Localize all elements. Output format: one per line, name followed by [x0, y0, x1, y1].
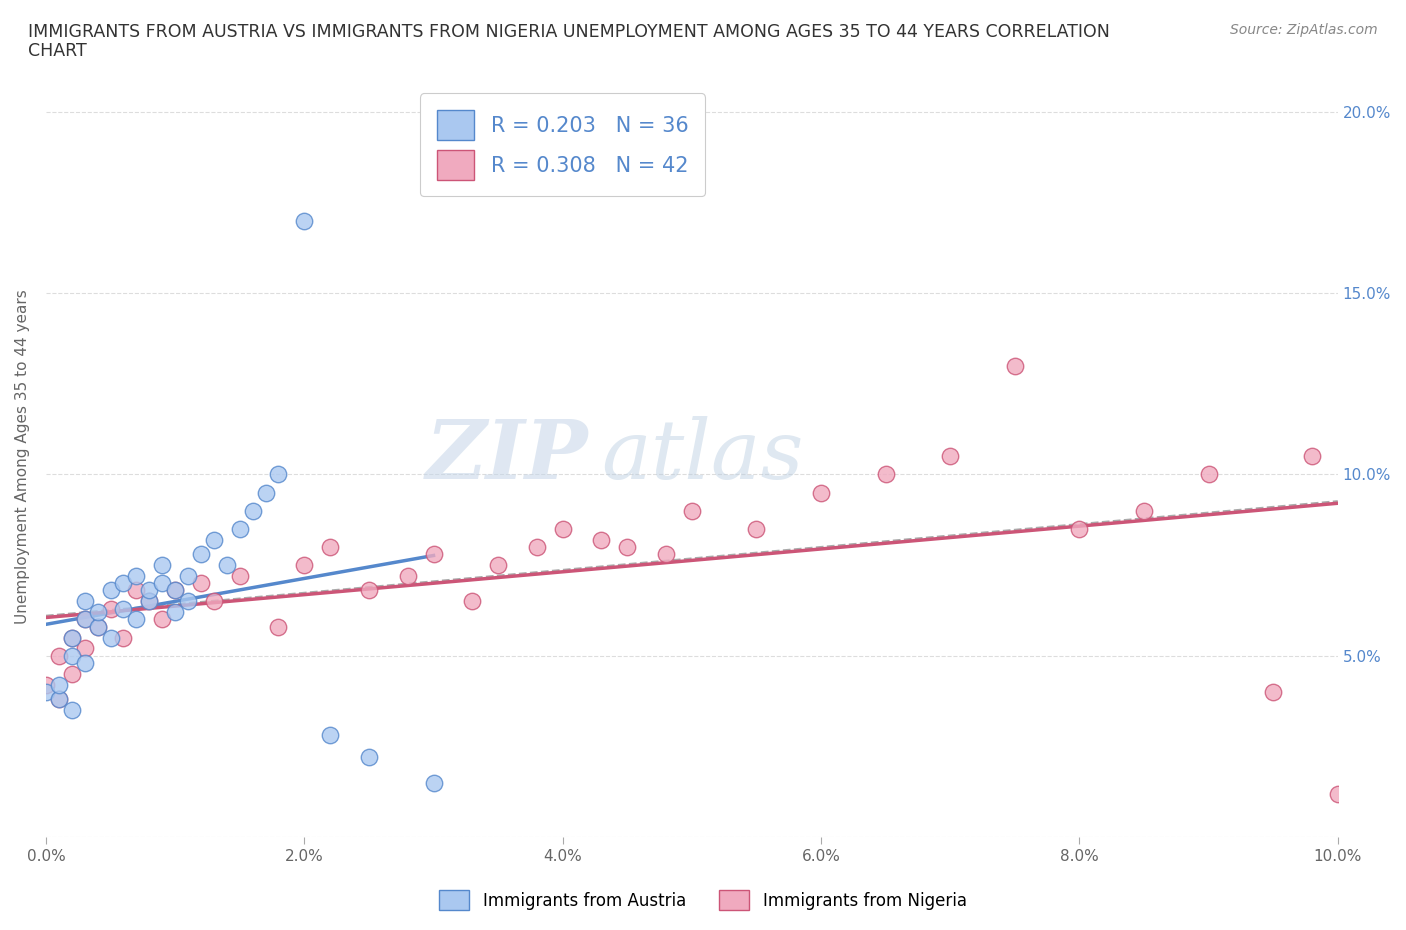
Point	[229, 568, 252, 583]
Point	[112, 631, 135, 645]
Point	[48, 692, 70, 707]
Point	[215, 558, 238, 573]
Point	[125, 583, 148, 598]
Point	[190, 547, 212, 562]
Point	[551, 522, 574, 537]
Point	[125, 568, 148, 583]
Point	[242, 503, 264, 518]
Point	[86, 604, 108, 619]
Point	[1326, 786, 1348, 801]
Point	[461, 594, 484, 609]
Point	[357, 750, 380, 764]
Point	[125, 612, 148, 627]
Point	[60, 648, 83, 663]
Point	[112, 576, 135, 591]
Point	[422, 547, 444, 562]
Point	[73, 656, 96, 671]
Point	[1263, 684, 1285, 699]
Point	[60, 631, 83, 645]
Point	[112, 601, 135, 616]
Text: IMMIGRANTS FROM AUSTRIA VS IMMIGRANTS FROM NIGERIA UNEMPLOYMENT AMONG AGES 35 TO: IMMIGRANTS FROM AUSTRIA VS IMMIGRANTS FR…	[28, 23, 1109, 41]
Point	[60, 703, 83, 718]
Point	[319, 728, 342, 743]
Text: Source: ZipAtlas.com: Source: ZipAtlas.com	[1230, 23, 1378, 37]
Point	[177, 568, 200, 583]
Point	[681, 503, 703, 518]
Point	[35, 677, 58, 692]
Point	[202, 594, 225, 609]
Point	[100, 631, 122, 645]
Point	[60, 667, 83, 682]
Point	[35, 684, 58, 699]
Point	[1133, 503, 1156, 518]
Point	[138, 594, 160, 609]
Legend: R = 0.203   N = 36, R = 0.308   N = 42: R = 0.203 N = 36, R = 0.308 N = 42	[420, 94, 706, 196]
Point	[526, 539, 548, 554]
Point	[73, 612, 96, 627]
Point	[591, 532, 613, 547]
Point	[177, 594, 200, 609]
Point	[254, 485, 277, 500]
Point	[150, 576, 173, 591]
Point	[150, 612, 173, 627]
Point	[190, 576, 212, 591]
Point	[165, 583, 187, 598]
Point	[48, 648, 70, 663]
Point	[396, 568, 419, 583]
Point	[73, 594, 96, 609]
Text: ZIP: ZIP	[426, 417, 589, 497]
Point	[73, 641, 96, 656]
Point	[202, 532, 225, 547]
Point	[48, 692, 70, 707]
Point	[1004, 358, 1026, 373]
Point	[319, 539, 342, 554]
Point	[939, 449, 962, 464]
Point	[292, 213, 315, 228]
Point	[86, 619, 108, 634]
Point	[100, 583, 122, 598]
Point	[73, 612, 96, 627]
Point	[292, 558, 315, 573]
Point	[229, 522, 252, 537]
Point	[655, 547, 678, 562]
Point	[810, 485, 832, 500]
Point	[86, 619, 108, 634]
Point	[267, 619, 290, 634]
Point	[165, 604, 187, 619]
Point	[357, 583, 380, 598]
Point	[1198, 467, 1220, 482]
Point	[422, 776, 444, 790]
Point	[48, 677, 70, 692]
Point	[745, 522, 768, 537]
Point	[60, 631, 83, 645]
Point	[150, 558, 173, 573]
Point	[138, 594, 160, 609]
Point	[100, 601, 122, 616]
Y-axis label: Unemployment Among Ages 35 to 44 years: Unemployment Among Ages 35 to 44 years	[15, 289, 30, 624]
Point	[1069, 522, 1091, 537]
Point	[267, 467, 290, 482]
Point	[875, 467, 897, 482]
Text: CHART: CHART	[28, 42, 87, 60]
Point	[1301, 449, 1323, 464]
Point	[486, 558, 509, 573]
Point	[138, 583, 160, 598]
Legend: Immigrants from Austria, Immigrants from Nigeria: Immigrants from Austria, Immigrants from…	[433, 884, 973, 917]
Point	[616, 539, 638, 554]
Point	[165, 583, 187, 598]
Text: atlas: atlas	[602, 417, 804, 497]
